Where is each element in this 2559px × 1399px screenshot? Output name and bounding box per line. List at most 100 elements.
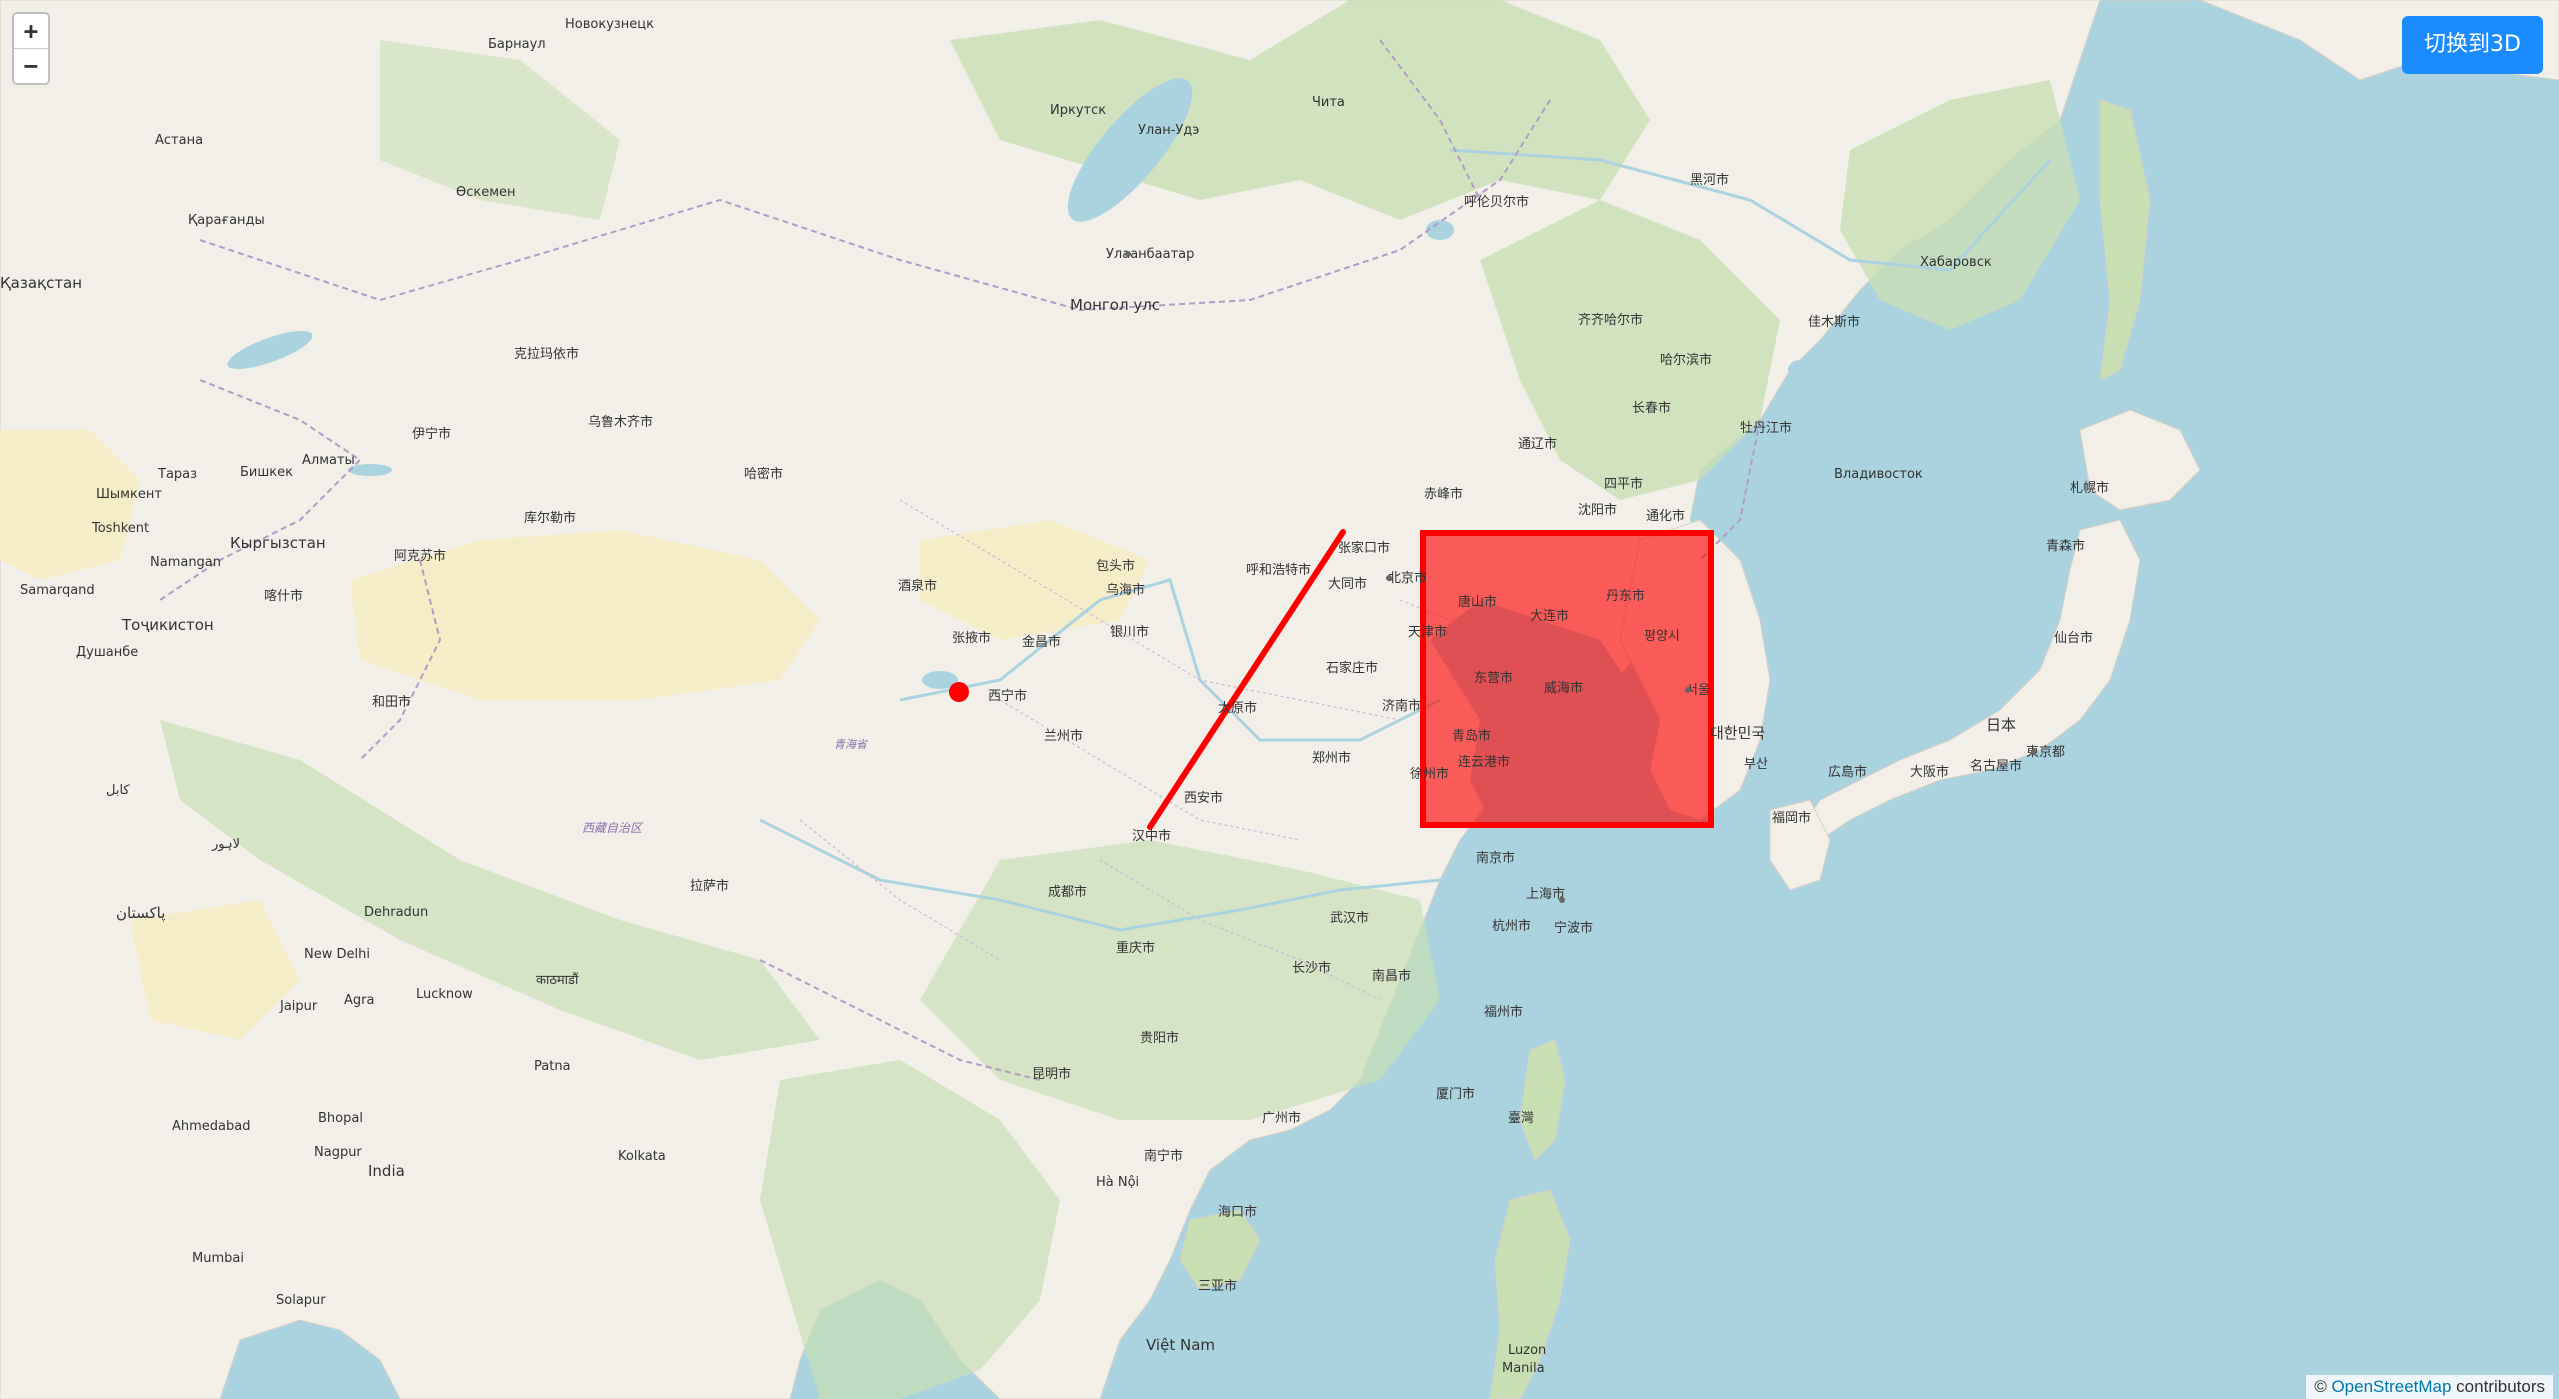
label-xining: 西宁市: [988, 688, 1027, 704]
label-hanoi: Hà Nội: [1096, 1175, 1139, 1190]
label-karamay: 克拉玛依市: [514, 346, 579, 362]
river-amur: [1449, 148, 2052, 272]
switch-3d-button[interactable]: 切换到3D: [2402, 16, 2543, 74]
lake-balkhash: [227, 330, 313, 370]
label-taiyuan: 太原市: [1218, 700, 1257, 716]
label-aomori: 青森市: [2046, 538, 2085, 554]
label-zhangjiakou: 张家口市: [1338, 540, 1390, 556]
forest-southchina: [920, 840, 1440, 1120]
label-nanjing: 南京市: [1476, 850, 1515, 866]
label-dongying: 东营市: [1474, 670, 1513, 686]
label-patna: Patna: [534, 1059, 571, 1074]
label-osaka: 大阪市: [1910, 764, 1949, 780]
forest-farEast: [1840, 80, 2080, 330]
label-yinchuan: 银川市: [1110, 624, 1149, 640]
lake-qinghai: [922, 671, 958, 689]
label-shymkent: Шымкент: [96, 487, 162, 502]
label-tojikiston: Тоҷикистон: [121, 616, 214, 634]
label-tangshan: 唐山市: [1458, 594, 1497, 610]
label-jiuquan: 酒泉市: [898, 578, 937, 594]
zoom-in-button[interactable]: +: [14, 14, 48, 48]
label-jiamusi: 佳木斯市: [1808, 314, 1860, 330]
label-ulan-ude: Улан-Удэ: [1138, 123, 1199, 138]
label-beijing: 北京市: [1388, 570, 1427, 586]
label-bishkek: Бишкек: [240, 465, 293, 480]
label-qyrgyzstan: Кыргызстан: [230, 534, 326, 552]
osm-link[interactable]: OpenStreetMap: [2331, 1377, 2452, 1396]
label-fukuoka: 福岡市: [1772, 810, 1811, 826]
label-wuhai: 乌海市: [1106, 582, 1145, 598]
label-ahmedabad: Ahmedabad: [172, 1119, 250, 1134]
label-nanning: 南宁市: [1144, 1148, 1183, 1164]
label-heihe: 黑河市: [1690, 172, 1729, 188]
label-japan: 日本: [1986, 716, 2016, 734]
label-mongol: Монгол улс: [1070, 296, 1160, 314]
label-jaipur: Jaipur: [279, 999, 318, 1014]
label-kolkata: Kolkata: [618, 1149, 666, 1164]
label-korla: 库尔勒市: [524, 510, 576, 526]
label-haikou: 海口市: [1218, 1204, 1257, 1220]
label-qingdao: 青岛市: [1452, 728, 1491, 744]
label-oskemen: Өскемен: [456, 185, 516, 200]
river-yellow: [899, 578, 1441, 742]
land-luzon: [1489, 1189, 1571, 1399]
forest-vietnam: [760, 1060, 1060, 1399]
label-khabarovsk: Хабаровск: [1920, 255, 1992, 270]
label-sendai: 仙台市: [2054, 630, 2093, 646]
label-xuzhou: 徐州市: [1410, 766, 1449, 782]
label-chengdu: 成都市: [1048, 884, 1087, 900]
label-pyongyang: 평양시: [1644, 629, 1680, 644]
label-datong: 大同市: [1328, 576, 1367, 592]
land-kyushu: [1769, 799, 1831, 891]
label-hiroshima: 広島市: [1828, 764, 1867, 780]
label-chifeng: 赤峰市: [1424, 486, 1463, 502]
label-jinchang: 金昌市: [1022, 634, 1061, 650]
province-lines: [799, 499, 1561, 1001]
attribution-prefix: ©: [2314, 1377, 2332, 1396]
label-manila: Manila: [1502, 1361, 1545, 1376]
label-nagpur: Nagpur: [314, 1145, 362, 1160]
label-lucknow: Lucknow: [416, 987, 473, 1002]
label-tokyo: 東京都: [2026, 744, 2065, 760]
label-new-delhi: New Delhi: [304, 947, 370, 962]
label-luzon: Luzon: [1508, 1343, 1546, 1358]
label-kunming: 昆明市: [1032, 1066, 1071, 1082]
label-astana: Астана: [155, 133, 203, 148]
label-changchun: 长春市: [1632, 400, 1671, 416]
label-siping: 四平市: [1604, 476, 1643, 492]
label-kabul: کابل: [106, 783, 130, 798]
label-toshkent: Toshkent: [91, 521, 149, 536]
zoom-control: + −: [12, 12, 50, 85]
label-urumqi: 乌鲁木齐市: [588, 414, 653, 430]
label-pakistan: پاکستان: [116, 904, 165, 923]
label-kathmandu: काठमाडौं: [536, 972, 579, 988]
label-nanchang: 南昌市: [1372, 968, 1411, 984]
label-baotou: 包头市: [1096, 558, 1135, 574]
label-lanzhou: 兰州市: [1044, 728, 1083, 744]
label-qiqihar: 齐齐哈尔市: [1578, 312, 1643, 328]
river-yangtze: [759, 818, 1541, 932]
overlay-rectangle[interactable]: [1420, 530, 1714, 828]
land-hainan: [1179, 1209, 1261, 1291]
label-shenyang: 沈阳市: [1578, 502, 1617, 518]
label-hangzhou: 杭州市: [1492, 918, 1531, 934]
land-japan-honshu: [1799, 519, 2141, 841]
label-ningbo: 宁波市: [1554, 920, 1593, 936]
lake-khanka: [1788, 360, 1812, 380]
zoom-out-button[interactable]: −: [14, 48, 48, 83]
label-dalian: 大连市: [1530, 608, 1569, 624]
label-chongqing: 重庆市: [1116, 940, 1155, 956]
label-barnaul: Барнаул: [488, 37, 546, 52]
label-lhasa: 拉萨市: [690, 878, 729, 894]
city-dots: [1125, 251, 2037, 903]
label-dandong: 丹东市: [1606, 588, 1645, 604]
lake-baikal: [1067, 78, 1193, 222]
label-hohhot: 呼和浩特市: [1246, 562, 1311, 578]
label-bhopal: Bhopal: [318, 1111, 363, 1126]
label-taraz: Тараз: [157, 467, 197, 482]
overlay-polyline[interactable]: [1147, 529, 1346, 830]
overlay-marker-point[interactable]: [949, 682, 969, 702]
label-xizang: 西藏自治区: [582, 821, 644, 835]
label-qinghai: 青海省: [834, 738, 869, 751]
